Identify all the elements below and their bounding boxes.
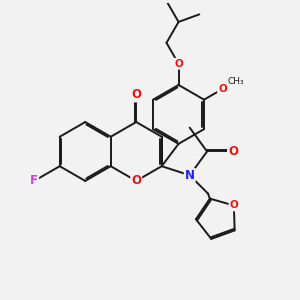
Text: O: O <box>131 174 141 188</box>
Text: O: O <box>218 84 227 94</box>
Text: CH₃: CH₃ <box>227 77 244 86</box>
Text: O: O <box>230 200 238 211</box>
Text: O: O <box>228 145 238 158</box>
Text: N: N <box>185 169 195 182</box>
Text: O: O <box>174 59 183 69</box>
Text: F: F <box>30 174 38 188</box>
Text: O: O <box>131 88 141 101</box>
